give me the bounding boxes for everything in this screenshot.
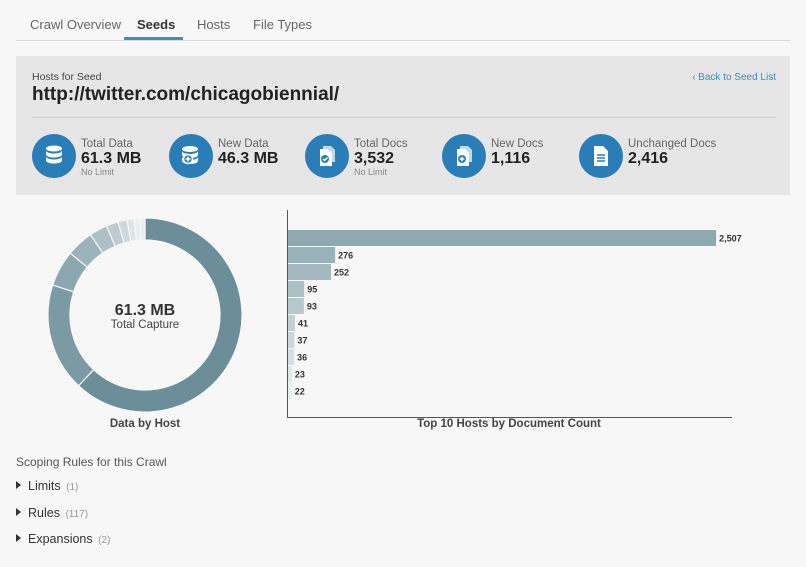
caret-right-icon xyxy=(16,534,21,542)
scope-label: Rules xyxy=(28,506,60,520)
stat-value: 1,116 xyxy=(491,150,531,167)
bar[interactable] xyxy=(288,230,717,246)
bar[interactable] xyxy=(288,298,304,314)
donut-center-label: Total Capture xyxy=(110,319,180,331)
database-icon xyxy=(32,134,76,178)
caret-right-icon xyxy=(16,481,21,489)
scope-count: (117) xyxy=(65,509,89,520)
bar-svg: 2,507 276 252 95 93 41 37 36 23 22 xyxy=(287,210,742,418)
tab-crawl-overview[interactable]: Crawl Overview xyxy=(30,17,122,32)
divider xyxy=(32,117,776,118)
top-hosts-bar-chart: 2,507 276 252 95 93 41 37 36 23 22 xyxy=(286,210,766,422)
bar-value-label: 37 xyxy=(297,336,307,346)
bar[interactable] xyxy=(288,349,295,365)
stat-value: 61.3 MB xyxy=(81,150,142,167)
bar-value-label: 276 xyxy=(338,251,353,261)
bar-value-label: 41 xyxy=(298,319,308,329)
donut-center-value: 61.3 MB xyxy=(114,302,176,319)
bar[interactable] xyxy=(288,383,292,399)
donut-slice[interactable] xyxy=(47,284,95,387)
stat-note: No Limit xyxy=(354,167,388,177)
tab-file-types[interactable]: File Types xyxy=(253,17,313,32)
bar-value-label: 36 xyxy=(297,353,307,363)
documents-check-icon xyxy=(305,134,349,178)
bar-value-label: 23 xyxy=(295,370,305,380)
back-to-seed-list-link[interactable]: ‹ Back to Seed List xyxy=(692,72,776,83)
donut-svg xyxy=(47,217,243,413)
bar[interactable] xyxy=(288,281,305,297)
bar[interactable] xyxy=(288,247,336,263)
bar-chart-caption: Top 10 Hosts by Document Count xyxy=(417,418,601,430)
caret-right-icon xyxy=(16,508,21,516)
stat-label: New Docs xyxy=(491,138,544,150)
scope-limits-toggle[interactable]: Limits (1) xyxy=(16,479,78,493)
bar-value-label: 22 xyxy=(295,387,305,397)
scoping-rules-title: Scoping Rules for this Crawl xyxy=(16,455,167,469)
stat-value: 2,416 xyxy=(628,150,669,167)
stat-note: No Limit xyxy=(81,167,115,177)
page-subtitle: Hosts for Seed xyxy=(32,71,102,83)
bar-value-label: 93 xyxy=(307,302,317,312)
active-tab-indicator xyxy=(124,37,183,40)
bar[interactable] xyxy=(288,366,292,382)
donut-slice[interactable] xyxy=(139,217,146,241)
scope-expansions-toggle[interactable]: Expansions (2) xyxy=(16,532,110,546)
seed-summary-panel: Hosts for Seed http://twitter.com/chicag… xyxy=(16,56,790,195)
scope-label: Expansions xyxy=(28,532,93,546)
stat-value: 3,532 xyxy=(354,150,395,167)
tab-seeds[interactable]: Seeds xyxy=(137,17,176,32)
bar-value-label: 2,507 xyxy=(719,234,742,244)
stat-label: Total Docs xyxy=(354,138,408,150)
scope-rules-toggle[interactable]: Rules (117) xyxy=(16,506,88,520)
stat-value: 46.3 MB xyxy=(218,150,279,167)
data-by-host-chart xyxy=(47,217,243,413)
stat-label: Total Data xyxy=(81,138,133,150)
tab-bar: Crawl Overview Seeds Hosts File Types xyxy=(16,0,790,41)
scope-count: (2) xyxy=(98,535,111,546)
bar[interactable] xyxy=(288,315,296,331)
database-add-icon xyxy=(169,134,213,178)
page-title: http://twitter.com/chicagobiennial/ xyxy=(32,84,340,105)
document-icon xyxy=(579,134,623,178)
bar[interactable] xyxy=(288,332,295,348)
scope-count: (1) xyxy=(66,482,79,493)
stat-label: Unchanged Docs xyxy=(628,138,717,150)
donut-slice[interactable] xyxy=(77,217,243,413)
scope-label: Limits xyxy=(28,479,61,493)
tab-hosts[interactable]: Hosts xyxy=(197,17,231,32)
stat-label: New Data xyxy=(218,138,269,150)
bar[interactable] xyxy=(288,264,332,280)
bar-value-label: 95 xyxy=(307,285,317,295)
document-add-icon xyxy=(442,134,486,178)
donut-caption: Data by Host xyxy=(109,418,181,430)
bar-value-label: 252 xyxy=(334,268,349,278)
